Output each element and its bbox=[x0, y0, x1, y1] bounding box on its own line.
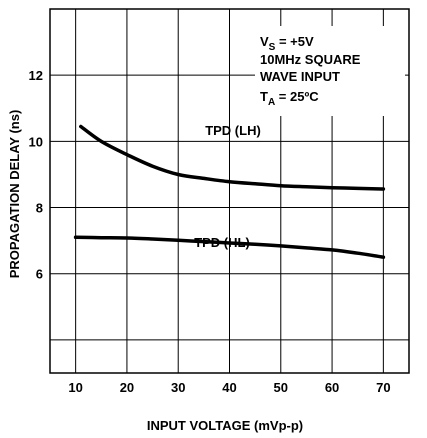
ta-rest: = 25ºC bbox=[275, 89, 319, 104]
plot-frame bbox=[49, 8, 410, 374]
series-line-tpd-lh bbox=[79, 124, 386, 191]
vs-sub: S bbox=[269, 42, 276, 53]
ta-annotation: TA = 25ºC bbox=[260, 89, 319, 108]
series-labels: TPD (LH) TPD (HL) bbox=[194, 123, 261, 250]
x-tick-label: 50 bbox=[274, 380, 288, 395]
x-axis-label: INPUT VOLTAGE (mVp-p) bbox=[147, 418, 303, 433]
frequency-annotation: 10MHz SQUARE bbox=[260, 52, 361, 67]
series-label-tpd-lh: TPD (LH) bbox=[205, 123, 261, 138]
x-tick-label: 40 bbox=[222, 380, 236, 395]
vs-rest: = +5V bbox=[275, 34, 314, 49]
wave-annotation: WAVE INPUT bbox=[260, 69, 340, 84]
y-tick-label: 6 bbox=[36, 267, 43, 282]
y-tick-label: 8 bbox=[36, 201, 43, 216]
conditions-annotation: VS = +5V 10MHz SQUARE WAVE INPUT TA = 25… bbox=[255, 26, 405, 116]
y-tick-label: 10 bbox=[29, 134, 43, 149]
x-tick-label: 60 bbox=[325, 380, 339, 395]
x-tick-label: 30 bbox=[171, 380, 185, 395]
vs-annotation: VS = +5V bbox=[260, 34, 314, 53]
ta-sub: A bbox=[268, 97, 275, 108]
annotation-background bbox=[255, 26, 405, 116]
x-tick-label: 10 bbox=[68, 380, 82, 395]
x-tick-label: 20 bbox=[120, 380, 134, 395]
x-tick-labels: 10 20 30 40 50 60 70 bbox=[68, 380, 390, 395]
y-axis-label: PROPAGATION DELAY (ns) bbox=[7, 110, 22, 279]
y-tick-label: 12 bbox=[29, 68, 43, 83]
x-tick-label: 70 bbox=[376, 380, 390, 395]
vs-main: V bbox=[260, 34, 269, 49]
series-lines bbox=[73, 124, 386, 259]
y-tick-labels: 6 8 10 12 bbox=[29, 68, 43, 282]
series-line-tpd-hl bbox=[73, 235, 386, 259]
ta-main: T bbox=[260, 89, 268, 104]
series-label-tpd-hl: TPD (HL) bbox=[194, 235, 250, 250]
